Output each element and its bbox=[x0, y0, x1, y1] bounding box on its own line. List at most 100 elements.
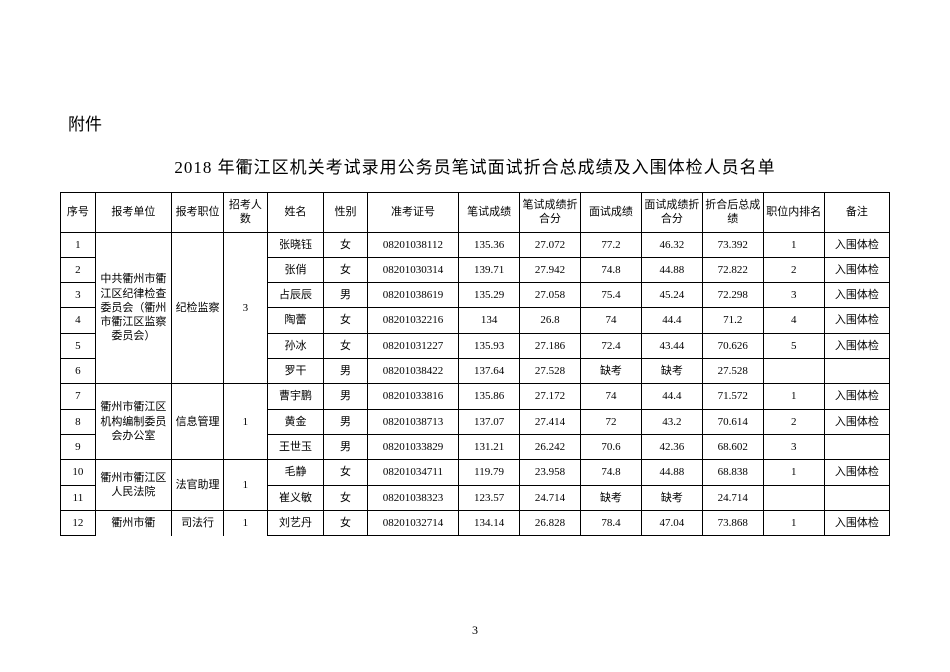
cell-written-score: 137.64 bbox=[459, 359, 520, 384]
cell-interview-score: 74.8 bbox=[580, 257, 641, 282]
cell-interview-conv: 45.24 bbox=[641, 283, 702, 308]
col-iconv: 面试成绩折合分 bbox=[641, 193, 702, 233]
cell-unit: 衢州市衢江区机构编制委员会办公室 bbox=[95, 384, 171, 460]
col-wscore: 笔试成绩 bbox=[459, 193, 520, 233]
cell-written-conv: 26.8 bbox=[520, 308, 581, 333]
cell-interview-score: 缺考 bbox=[580, 359, 641, 384]
cell-ticket: 08201034711 bbox=[367, 460, 458, 485]
cell-note bbox=[824, 359, 889, 384]
cell-name: 张晓钰 bbox=[267, 232, 324, 257]
cell-interview-conv: 缺考 bbox=[641, 485, 702, 510]
cell-recruit-num: 1 bbox=[224, 510, 268, 535]
cell-name: 刘艺丹 bbox=[267, 510, 324, 535]
table-row: 10衢州市衢江区人民法院法官助理1毛静女08201034711119.7923.… bbox=[61, 460, 890, 485]
cell-interview-conv: 缺考 bbox=[641, 359, 702, 384]
cell-seq: 10 bbox=[61, 460, 96, 485]
cell-rank: 5 bbox=[763, 333, 824, 358]
col-unit: 报考单位 bbox=[95, 193, 171, 233]
cell-total: 73.392 bbox=[702, 232, 763, 257]
cell-interview-score: 缺考 bbox=[580, 485, 641, 510]
cell-unit: 衢州市衢江区人民法院 bbox=[95, 460, 171, 511]
cell-written-score: 135.36 bbox=[459, 232, 520, 257]
cell-interview-score: 75.4 bbox=[580, 283, 641, 308]
cell-note bbox=[824, 485, 889, 510]
cell-gender: 男 bbox=[324, 283, 368, 308]
cell-seq: 7 bbox=[61, 384, 96, 409]
cell-note: 入围体检 bbox=[824, 257, 889, 282]
cell-gender: 女 bbox=[324, 460, 368, 485]
cell-total: 68.838 bbox=[702, 460, 763, 485]
cell-name: 毛静 bbox=[267, 460, 324, 485]
cell-rank bbox=[763, 485, 824, 510]
cell-gender: 女 bbox=[324, 257, 368, 282]
cell-interview-score: 78.4 bbox=[580, 510, 641, 535]
cell-note: 入围体检 bbox=[824, 333, 889, 358]
cell-gender: 男 bbox=[324, 384, 368, 409]
cell-seq: 8 bbox=[61, 409, 96, 434]
col-num: 招考人数 bbox=[224, 193, 268, 233]
cell-written-conv: 27.528 bbox=[520, 359, 581, 384]
cell-interview-conv: 47.04 bbox=[641, 510, 702, 535]
cell-total: 72.298 bbox=[702, 283, 763, 308]
page-title: 2018 年衢江区机关考试录用公务员笔试面试折合总成绩及入围体检人员名单 bbox=[60, 153, 890, 178]
table-header-row: 序号 报考单位 报考职位 招考人数 姓名 性别 准考证号 笔试成绩 笔试成绩折合… bbox=[61, 193, 890, 233]
cell-interview-conv: 46.32 bbox=[641, 232, 702, 257]
cell-written-conv: 27.186 bbox=[520, 333, 581, 358]
cell-gender: 女 bbox=[324, 333, 368, 358]
cell-rank: 2 bbox=[763, 409, 824, 434]
cell-total: 27.528 bbox=[702, 359, 763, 384]
cell-name: 罗干 bbox=[267, 359, 324, 384]
col-iscore: 面试成绩 bbox=[580, 193, 641, 233]
cell-name: 张俏 bbox=[267, 257, 324, 282]
cell-interview-score: 74.8 bbox=[580, 460, 641, 485]
cell-rank: 1 bbox=[763, 510, 824, 535]
cell-written-score: 123.57 bbox=[459, 485, 520, 510]
cell-ticket: 08201038713 bbox=[367, 409, 458, 434]
cell-gender: 男 bbox=[324, 409, 368, 434]
cell-note: 入围体检 bbox=[824, 460, 889, 485]
cell-rank: 3 bbox=[763, 283, 824, 308]
cell-written-score: 134.14 bbox=[459, 510, 520, 535]
cell-note bbox=[824, 434, 889, 459]
col-ticket: 准考证号 bbox=[367, 193, 458, 233]
cell-written-conv: 27.058 bbox=[520, 283, 581, 308]
cell-seq: 5 bbox=[61, 333, 96, 358]
col-name: 姓名 bbox=[267, 193, 324, 233]
cell-seq: 1 bbox=[61, 232, 96, 257]
cell-rank: 4 bbox=[763, 308, 824, 333]
cell-written-conv: 27.942 bbox=[520, 257, 581, 282]
cell-total: 71.2 bbox=[702, 308, 763, 333]
cell-total: 70.626 bbox=[702, 333, 763, 358]
cell-interview-conv: 43.2 bbox=[641, 409, 702, 434]
cell-note: 入围体检 bbox=[824, 308, 889, 333]
cell-ticket: 08201030314 bbox=[367, 257, 458, 282]
cell-note: 入围体检 bbox=[824, 232, 889, 257]
cell-position: 法官助理 bbox=[171, 460, 223, 511]
cell-name: 孙冰 bbox=[267, 333, 324, 358]
cell-interview-score: 72.4 bbox=[580, 333, 641, 358]
cell-note: 入围体检 bbox=[824, 283, 889, 308]
cell-name: 崔义敏 bbox=[267, 485, 324, 510]
cell-name: 黄金 bbox=[267, 409, 324, 434]
cell-interview-score: 74 bbox=[580, 384, 641, 409]
cell-ticket: 08201038619 bbox=[367, 283, 458, 308]
cell-total: 70.614 bbox=[702, 409, 763, 434]
cell-written-score: 137.07 bbox=[459, 409, 520, 434]
cell-ticket: 08201038112 bbox=[367, 232, 458, 257]
cell-seq: 2 bbox=[61, 257, 96, 282]
col-total: 折合后总成绩 bbox=[702, 193, 763, 233]
cell-ticket: 08201038422 bbox=[367, 359, 458, 384]
cell-name: 王世玉 bbox=[267, 434, 324, 459]
cell-note: 入围体检 bbox=[824, 510, 889, 535]
cell-written-conv: 24.714 bbox=[520, 485, 581, 510]
cell-gender: 女 bbox=[324, 232, 368, 257]
cell-unit: 衢州市衢 bbox=[95, 510, 171, 535]
cell-interview-conv: 43.44 bbox=[641, 333, 702, 358]
cell-ticket: 08201032714 bbox=[367, 510, 458, 535]
cell-interview-score: 74 bbox=[580, 308, 641, 333]
cell-rank: 1 bbox=[763, 460, 824, 485]
cell-unit: 中共衢州市衢江区纪律检查委员会（衢州市衢江区监察委员会） bbox=[95, 232, 171, 384]
table-row: 7衢州市衢江区机构编制委员会办公室信息管理1曹宇鹏男08201033816135… bbox=[61, 384, 890, 409]
cell-interview-score: 70.6 bbox=[580, 434, 641, 459]
cell-name: 陶蕾 bbox=[267, 308, 324, 333]
